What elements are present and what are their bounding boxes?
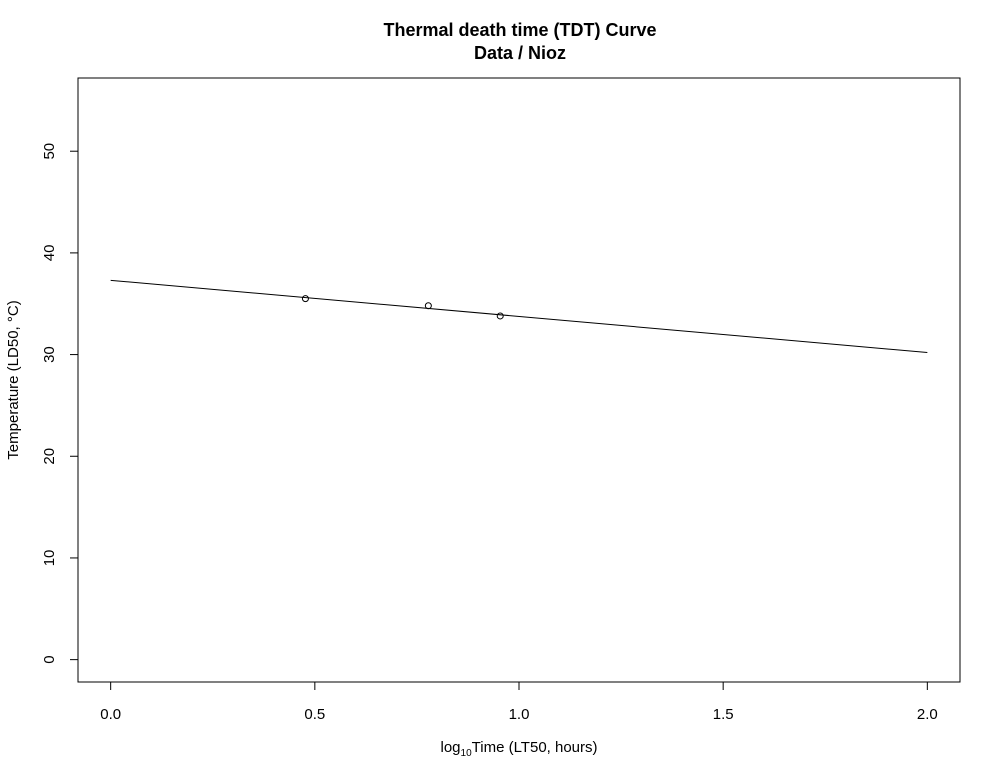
y-tick-label: 10 [41, 550, 58, 567]
x-tick-label: 0.0 [100, 706, 121, 723]
x-axis: 0.0 0.5 1.0 1.5 2.0 [100, 681, 938, 723]
y-tick-label: 50 [41, 143, 58, 160]
y-axis: 0 10 20 30 40 50 [41, 143, 79, 664]
x-tick-label: 2.0 [917, 706, 938, 723]
chart-title: Thermal death time (TDT) Curve [383, 20, 656, 40]
data-point [496, 312, 504, 320]
data-point [301, 295, 309, 303]
y-tick-label: 30 [41, 346, 58, 363]
y-tick-label: 40 [41, 245, 58, 262]
x-tick-label: 0.5 [304, 706, 325, 723]
x-tick-label: 1.5 [713, 706, 734, 723]
points-layer [301, 295, 504, 320]
chart-subtitle: Data / Nioz [474, 43, 566, 63]
fit-line-layer [110, 279, 928, 354]
x-axis-label: log10Time (LT50, hours) [440, 739, 597, 759]
y-axis-label: Temperature (LD50, °C) [5, 300, 22, 459]
x-tick-label: 1.0 [509, 706, 530, 723]
fit-line [110, 279, 928, 354]
y-tick-label: 20 [41, 448, 58, 465]
data-point [424, 302, 432, 310]
y-tick-label: 0 [41, 655, 58, 663]
plot-frame [77, 77, 961, 683]
